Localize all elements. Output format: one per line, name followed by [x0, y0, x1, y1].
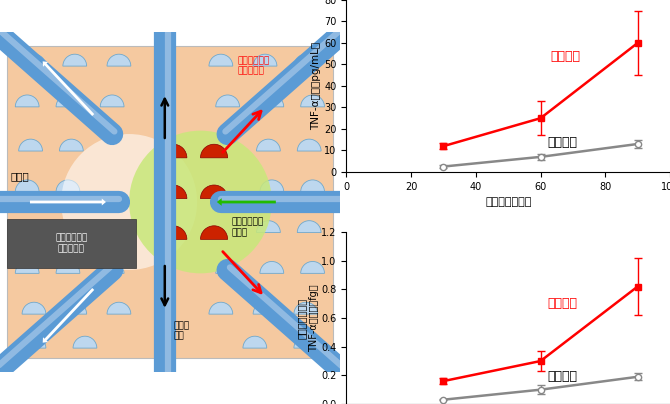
Text: 刺激あり: 刺激あり — [550, 50, 580, 63]
Wedge shape — [60, 221, 83, 233]
Text: 刺激あり: 刺激あり — [547, 297, 577, 309]
Wedge shape — [297, 139, 321, 151]
Wedge shape — [100, 261, 124, 274]
Circle shape — [61, 134, 197, 270]
Wedge shape — [257, 139, 280, 151]
Circle shape — [129, 130, 272, 274]
Wedge shape — [107, 302, 131, 314]
Text: 過剰液
回収: 過剰液 回収 — [174, 322, 190, 341]
Wedge shape — [260, 261, 283, 274]
Wedge shape — [22, 302, 46, 314]
Text: 培養液: 培養液 — [10, 172, 29, 181]
X-axis label: 刺激時間（分）: 刺激時間（分） — [485, 197, 531, 207]
Wedge shape — [301, 180, 324, 192]
Wedge shape — [209, 302, 232, 314]
Text: ＜刺激なし＞
細胞分泌物: ＜刺激なし＞ 細胞分泌物 — [55, 234, 88, 253]
Wedge shape — [257, 221, 280, 233]
Wedge shape — [253, 54, 277, 66]
Wedge shape — [19, 139, 42, 151]
Wedge shape — [22, 54, 46, 66]
Wedge shape — [243, 336, 267, 348]
Wedge shape — [56, 95, 80, 107]
Wedge shape — [15, 180, 39, 192]
Wedge shape — [200, 226, 228, 240]
Wedge shape — [200, 144, 228, 158]
Wedge shape — [159, 144, 187, 158]
Wedge shape — [15, 95, 39, 107]
Wedge shape — [63, 54, 86, 66]
Text: 刺激なし: 刺激なし — [547, 136, 577, 149]
Wedge shape — [60, 139, 83, 151]
Wedge shape — [100, 95, 124, 107]
Wedge shape — [216, 95, 240, 107]
Wedge shape — [159, 185, 187, 199]
Y-axis label: TNF-α濃度（pg/mL）: TNF-α濃度（pg/mL） — [312, 42, 322, 130]
Text: ＜刺激あり＞
細胞分泌物: ＜刺激あり＞ 細胞分泌物 — [238, 57, 270, 76]
Wedge shape — [294, 302, 318, 314]
Text: リポ多糖入り
培養液: リポ多糖入り 培養液 — [231, 218, 263, 237]
Wedge shape — [200, 185, 228, 199]
FancyBboxPatch shape — [7, 219, 136, 268]
Wedge shape — [15, 261, 39, 274]
Wedge shape — [301, 95, 324, 107]
Wedge shape — [294, 336, 318, 348]
Wedge shape — [297, 221, 321, 233]
Wedge shape — [56, 180, 80, 192]
Y-axis label: 一細胞当たりの
TNF-α産出量（fg）: 一細胞当たりの TNF-α産出量（fg） — [297, 284, 318, 352]
Wedge shape — [19, 221, 42, 233]
Wedge shape — [73, 336, 97, 348]
Wedge shape — [294, 54, 318, 66]
Text: 刺激なし: 刺激なし — [547, 370, 577, 383]
Wedge shape — [56, 261, 80, 274]
Wedge shape — [216, 261, 240, 274]
Wedge shape — [22, 336, 46, 348]
Wedge shape — [260, 180, 283, 192]
Wedge shape — [159, 226, 187, 240]
Wedge shape — [209, 54, 232, 66]
Wedge shape — [301, 261, 324, 274]
Wedge shape — [107, 54, 131, 66]
Wedge shape — [260, 95, 283, 107]
Wedge shape — [253, 302, 277, 314]
Wedge shape — [63, 302, 86, 314]
